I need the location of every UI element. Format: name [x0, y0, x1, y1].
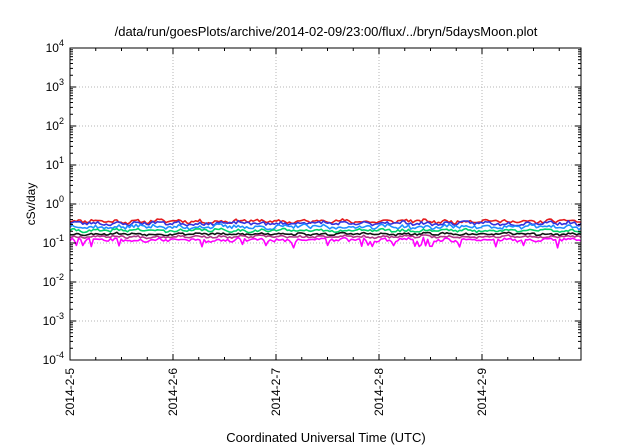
chart-title: /data/run/goesPlots/archive/2014-02-09/2…: [115, 24, 538, 39]
x-tick-label: 2014-2-7: [269, 368, 283, 416]
series-group: [69, 218, 582, 249]
y-tick-label: 10-3: [43, 311, 64, 328]
y-tick-label: 100: [46, 194, 64, 211]
x-tick-label: 2014-2-6: [166, 368, 180, 416]
series-line: [69, 236, 582, 249]
series-line: [69, 218, 582, 225]
y-tick-label: 104: [46, 38, 64, 55]
y-axis-ticks: 10-4 10-3 10-2 10-1 100 101 102 103 104: [43, 38, 581, 367]
x-tick-label: 2014-2-9: [475, 368, 489, 416]
series-line: [69, 231, 582, 237]
series-line: [69, 223, 582, 231]
y-tick-label: 103: [46, 77, 64, 94]
grid: [70, 48, 581, 360]
x-axis-label: Coordinated Universal Time (UTC): [226, 430, 425, 445]
y-tick-label: 10-1: [43, 233, 64, 250]
x-axis-ticks: 2014-2-5 2014-2-6 2014-2-7 2014-2-8 2014-2-9: [63, 48, 560, 416]
y-axis-label: cSv/day: [24, 183, 38, 226]
series-line: [69, 234, 582, 240]
x-tick-label: 2014-2-8: [372, 368, 386, 416]
y-tick-label: 10-2: [43, 272, 64, 289]
y-tick-label: 101: [46, 155, 64, 172]
y-tick-label: 102: [46, 116, 64, 133]
series-line: [69, 219, 582, 227]
y-tick-label: 10-4: [43, 350, 64, 367]
x-tick-label: 2014-2-5: [63, 368, 77, 416]
series-line: [69, 227, 582, 234]
